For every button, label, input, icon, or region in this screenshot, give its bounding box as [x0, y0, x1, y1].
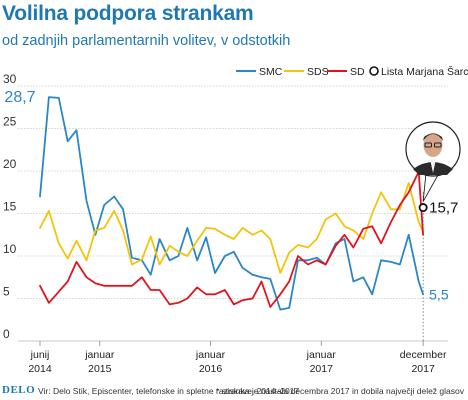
y-tick-label: 0	[3, 327, 10, 341]
legend-swatch	[369, 66, 379, 76]
legend-label: SMC	[259, 66, 283, 78]
data-label: 28,7	[4, 89, 35, 106]
x-tick-label: januar	[84, 349, 115, 361]
legend: SMC SDS SD Lista Marjana Šarca*	[236, 65, 468, 78]
y-axis-ticks: 0 5 10 15 20 25 30	[3, 72, 17, 341]
source-note: Vir: Delo Stik, Episcenter, telefonske i…	[38, 386, 300, 396]
grid	[18, 85, 448, 342]
x-tick-label: december	[400, 349, 447, 361]
series-line-sds	[39, 182, 424, 274]
portrait-glasses-right	[434, 142, 442, 148]
data-label: 15,7	[429, 200, 458, 217]
x-tick-label: junij	[30, 349, 50, 361]
y-tick-label: 30	[3, 72, 17, 86]
x-tick-label: 2016	[199, 363, 223, 375]
line-chart: 0 5 10 15 20 25 30 junij 2014 januar 2015 januar 20…	[3, 65, 468, 375]
chart-title: Volilna podpora strankam	[2, 2, 254, 25]
portrait-pointer	[422, 172, 439, 202]
series-lines	[39, 96, 428, 311]
legend-label: SD	[350, 66, 365, 78]
portrait-hair	[423, 133, 443, 141]
data-labels: 28,7 5,5 15,7	[4, 89, 458, 302]
data-label: 5,5	[429, 286, 449, 302]
legend-label: SDS	[307, 66, 329, 78]
delo-logo: DELO	[2, 384, 36, 396]
legend-label: Lista Marjana Šarca*	[381, 65, 468, 78]
x-axis: junij 2014 januar 2015 januar 2016 januar 2017 d…	[28, 341, 447, 375]
portrait-face	[423, 133, 443, 157]
x-tick-label: 2017	[310, 363, 334, 375]
x-tick-label: 2014	[28, 363, 52, 375]
x-tick-label: 2017	[411, 363, 435, 375]
y-tick-label: 10	[3, 242, 17, 256]
series-line-sd	[39, 170, 424, 308]
y-tick-label: 25	[3, 115, 17, 129]
series-point-lms	[418, 203, 428, 213]
portrait-icon	[405, 121, 461, 202]
footer: DELO Vir: Delo Stik, Episcenter, telefon…	[0, 384, 468, 400]
chart-subtitle: od zadnjih parlamentarnih volitev, v ods…	[2, 33, 291, 49]
footnote: * stranka je nastala decembra 2017 in do…	[215, 386, 464, 396]
y-tick-label: 5	[3, 285, 10, 299]
x-tick-label: januar	[195, 349, 226, 361]
x-tick-label: 2015	[88, 363, 112, 375]
portrait-collar	[430, 159, 436, 173]
y-tick-label: 15	[3, 200, 17, 214]
series-line-smc	[39, 96, 424, 311]
portrait-glasses-left	[424, 142, 432, 148]
x-tick-label: januar	[306, 349, 337, 361]
y-tick-label: 20	[3, 157, 17, 171]
